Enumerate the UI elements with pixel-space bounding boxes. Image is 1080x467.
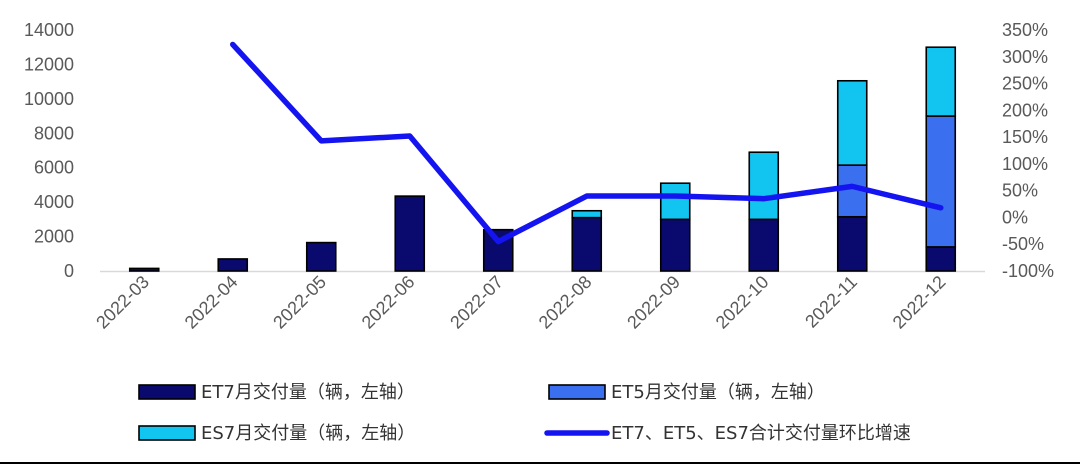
right-axis-tick: -50% [1002, 234, 1044, 254]
x-axis-tick: 2022-08 [535, 272, 596, 333]
bar-segment-et7 [394, 195, 426, 272]
legend: ET7月交付量（辆，左轴） ET5月交付量（辆，左轴） ES7月交付量（辆，左轴） E… [138, 382, 911, 444]
x-axis-tick: 2022-12 [889, 272, 950, 333]
left-axis-tick: 6000 [34, 158, 74, 178]
legend-label: ET5月交付量（辆，左轴） [611, 382, 825, 403]
bar-segment-et7 [748, 218, 780, 272]
x-axis-tick: 2022-04 [181, 272, 242, 333]
x-axis-ticks: 2022-03 2022-04 2022-05 2022-06 2022-07 2022-… [92, 272, 949, 333]
left-axis-tick: 10000 [24, 89, 74, 109]
x-axis-tick: 2022-09 [623, 272, 684, 333]
legend-swatch [138, 384, 196, 400]
bar-segment-et7 [217, 258, 249, 272]
bar-segment-es7 [925, 46, 957, 117]
bar-segment-es7 [748, 151, 780, 221]
bars [128, 46, 957, 272]
left-axis-tick: 8000 [34, 123, 74, 143]
bar-segment-et7 [925, 246, 957, 272]
legend-label: ES7月交付量（辆，左轴） [201, 423, 415, 444]
bar-segment-et7 [305, 241, 337, 272]
right-axis-tick: 0% [1002, 207, 1028, 227]
bottom-rule [0, 462, 1080, 464]
left-axis-ticks: 0 2000 4000 6000 8000 10000 12000 14000 [24, 20, 74, 281]
right-axis-tick: 350% [1002, 20, 1048, 40]
legend-swatch [138, 425, 196, 441]
legend-label: ET7月交付量（辆，左轴） [201, 382, 415, 403]
bar-segment-et7 [128, 267, 160, 272]
legend-swatch [548, 384, 606, 400]
legend-label: ET7、ET5、ES7合计交付量环比增速 [611, 423, 911, 444]
x-axis-tick: 2022-10 [712, 272, 773, 333]
x-axis-tick: 2022-05 [269, 272, 330, 333]
bar-segment-es7 [836, 79, 868, 166]
bar-segment-et5 [925, 115, 957, 248]
x-axis-tick: 2022-06 [358, 272, 419, 333]
bar-segment-et7 [836, 215, 868, 272]
right-axis-tick: 50% [1002, 181, 1038, 201]
left-axis-tick: 2000 [34, 227, 74, 247]
right-axis-ticks: -100% -50% 0% 50% 100% 150% 200% 250% 300% 350% [1002, 20, 1054, 281]
right-axis-tick: -100% [1002, 261, 1054, 281]
left-axis-tick: 14000 [24, 20, 74, 40]
x-axis-tick: 2022-07 [446, 272, 507, 333]
left-axis-tick: 4000 [34, 192, 74, 212]
left-axis-tick: 12000 [24, 54, 74, 74]
bar-segment-es7 [659, 182, 691, 221]
right-axis-tick: 100% [1002, 154, 1048, 174]
x-axis-tick: 2022-03 [92, 272, 153, 333]
growth-rate-line [230, 41, 944, 245]
bar-segment-es7 [571, 209, 603, 219]
right-axis-tick: 200% [1002, 100, 1048, 120]
x-axis-tick: 2022-11 [801, 272, 861, 332]
right-axis-tick: 250% [1002, 74, 1048, 94]
bar-segment-et7 [659, 218, 691, 272]
bar-segment-et7 [571, 216, 603, 272]
growth-line-layer [230, 41, 944, 245]
right-axis-tick: 150% [1002, 127, 1048, 147]
right-axis-tick: 300% [1002, 47, 1048, 67]
left-axis-tick: 0 [64, 261, 74, 281]
